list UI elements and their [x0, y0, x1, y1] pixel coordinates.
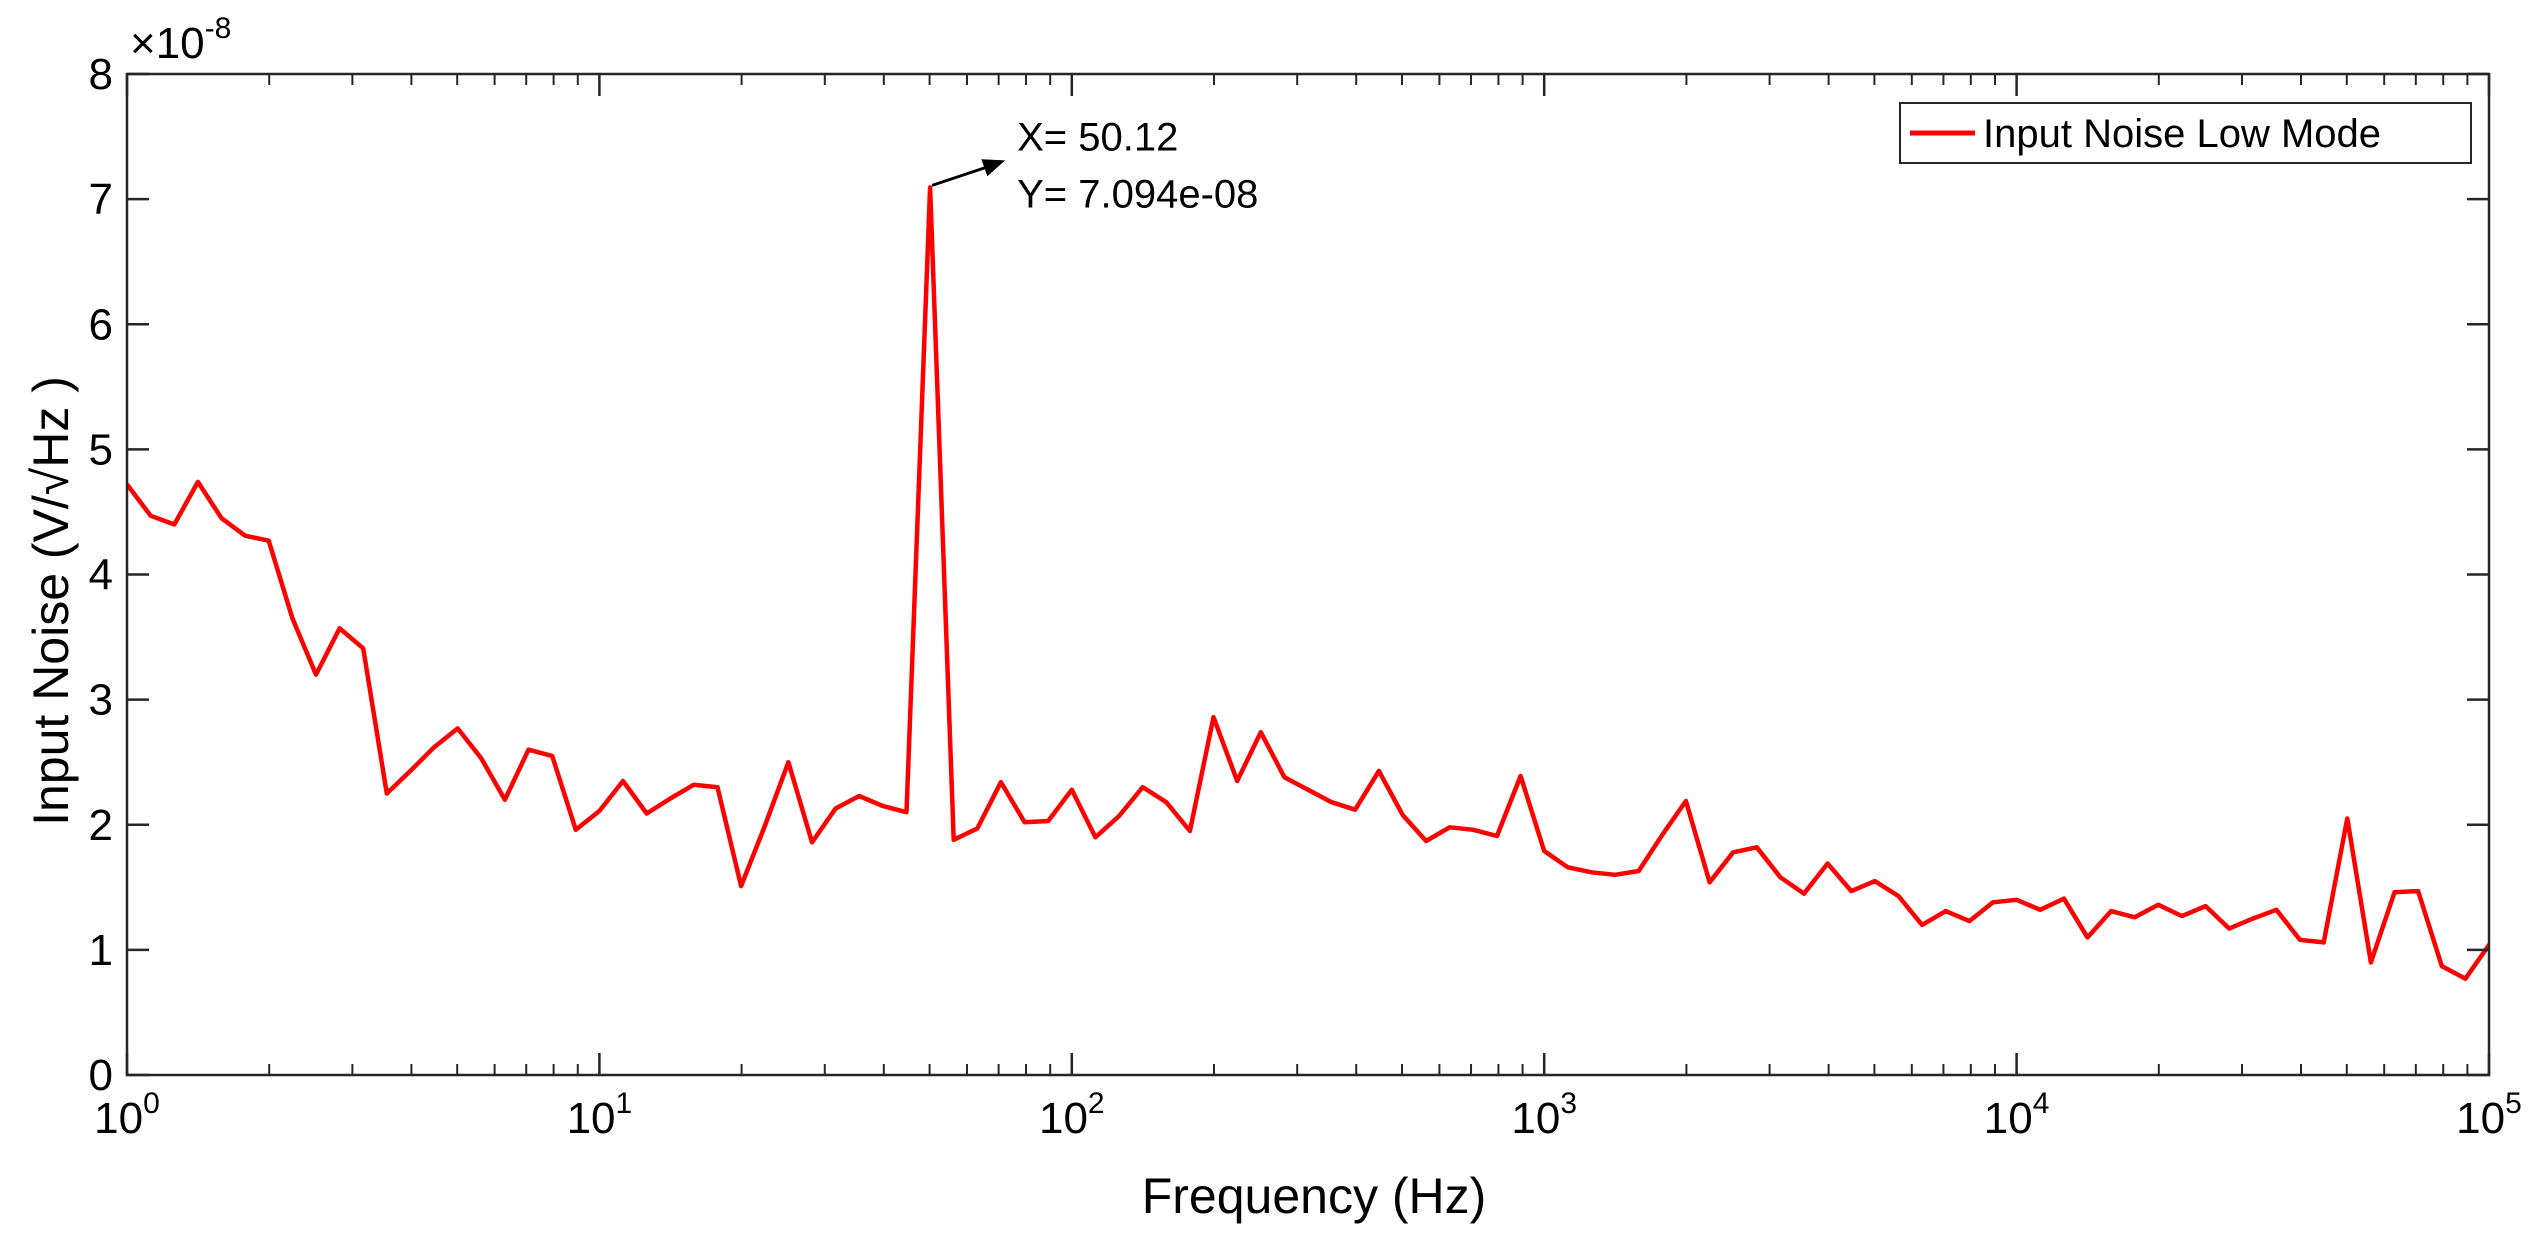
x-tick-exponent: 0	[143, 1087, 160, 1120]
y-tick-label: 1	[89, 926, 113, 975]
datatip-x-text: X= 50.12	[1017, 115, 1178, 159]
x-tick-base: 10	[2456, 1094, 2505, 1143]
x-tick-label: 102	[1039, 1087, 1105, 1143]
x-tick-exponent: 2	[1088, 1087, 1105, 1120]
x-tick-exponent: 3	[1560, 1087, 1577, 1120]
y-tick-label: 4	[89, 551, 113, 600]
x-tick-exponent: 1	[616, 1087, 633, 1120]
plot-area	[127, 74, 2489, 1075]
y-multiplier-exponent: -8	[205, 12, 232, 45]
y-tick-label: 8	[89, 50, 113, 99]
x-tick-exponent: 4	[2033, 1087, 2050, 1120]
datatip-y-text: Y= 7.094e-08	[1017, 172, 1258, 216]
y-tick-label: 3	[89, 676, 113, 725]
x-tick-label: 105	[2456, 1087, 2522, 1143]
x-tick-base: 10	[1039, 1094, 1088, 1143]
x-tick-exponent: 5	[2505, 1087, 2522, 1120]
y-multiplier-label: ×10-8	[130, 12, 231, 68]
datatip-arrowhead	[981, 159, 1006, 177]
x-tick-base: 10	[567, 1094, 616, 1143]
y-axis-label: Input Noise (V/√Hz )	[23, 376, 79, 826]
x-tick-base: 10	[94, 1094, 143, 1143]
x-axis-label: Frequency (Hz)	[1142, 1168, 1487, 1224]
legend-entry-label: Input Noise Low Mode	[1983, 112, 2381, 156]
x-axis-ticks: 100 101 102 103 104 105	[94, 74, 2522, 1143]
y-tick-label: 6	[89, 300, 113, 349]
y-axis-ticks: 0 1 2 3 4 5 6 7 8	[89, 50, 2489, 1100]
legend: Input Noise Low Mode	[1899, 102, 2472, 164]
x-tick-label: 101	[567, 1087, 633, 1143]
x-tick-label: 103	[1511, 1087, 1577, 1143]
y-tick-label: 2	[89, 801, 113, 850]
series-line-0	[127, 185, 2489, 981]
x-tick-label: 104	[1984, 1087, 2050, 1143]
legend-box	[1899, 102, 2472, 164]
y-tick-label: 5	[89, 425, 113, 474]
datatip-annotation: X= 50.12 Y= 7.094e-08	[931, 115, 1258, 216]
series-layer	[127, 185, 2489, 981]
x-tick-base: 10	[1511, 1094, 1560, 1143]
y-tick-label: 7	[89, 175, 113, 224]
x-tick-label: 100	[94, 1087, 160, 1143]
y-tick-label: 0	[89, 1051, 113, 1100]
y-multiplier-base: ×10	[130, 19, 205, 68]
x-tick-base: 10	[1984, 1094, 2033, 1143]
plot-background	[127, 74, 2489, 1075]
